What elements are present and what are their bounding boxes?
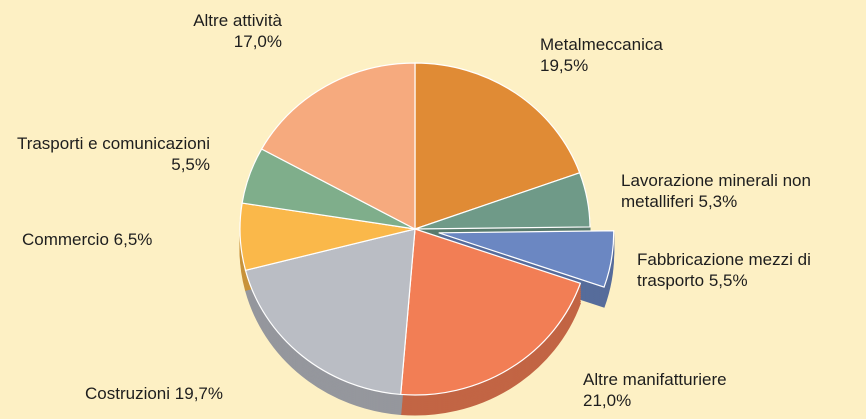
slice-label: Commercio 6,5% bbox=[22, 229, 242, 250]
category-label: Costruzioni bbox=[85, 384, 171, 403]
slice bbox=[414, 172, 591, 230]
slice-label: Metalmeccanica 19,5% bbox=[540, 34, 740, 76]
slice bbox=[260, 62, 416, 230]
category-label: Lavorazione minerali non metalliferi bbox=[621, 171, 811, 211]
category-label: Fabbricazione mezzi di trasporto bbox=[637, 250, 811, 290]
slice-label: Altre manifatturiere 21,0% bbox=[583, 369, 803, 411]
slice bbox=[414, 62, 581, 230]
value-label: 6,5% bbox=[113, 230, 153, 249]
value-label: 5,3% bbox=[698, 192, 738, 211]
slice bbox=[438, 230, 615, 288]
category-label: Metalmeccanica bbox=[540, 35, 663, 54]
slice bbox=[400, 228, 582, 396]
slice-label: Fabbricazione mezzi di trasporto 5,5% bbox=[637, 249, 866, 291]
value-label: 5,5% bbox=[171, 155, 210, 174]
value-label: 19,5% bbox=[540, 56, 589, 75]
category-label: Trasporti e comunicazioni bbox=[16, 134, 210, 153]
value-label: 19,7% bbox=[174, 384, 223, 403]
value-label: 17,0% bbox=[233, 32, 282, 51]
category-label: Commercio bbox=[22, 230, 109, 249]
value-label: 5,5% bbox=[708, 271, 748, 290]
slice-label: Costruzioni 19,7% bbox=[85, 383, 345, 404]
slice-label: Trasporti e comunicazioni 5,5% bbox=[0, 133, 210, 175]
category-label: Altre manifatturiere bbox=[583, 370, 727, 389]
category-label: Altre attività bbox=[193, 11, 282, 30]
slice-label: Altre attività 17,0% bbox=[82, 10, 282, 52]
value-label: 21,0% bbox=[583, 391, 632, 410]
slice bbox=[244, 228, 416, 396]
slice-label: Lavorazione minerali non metalliferi 5,3… bbox=[621, 170, 831, 212]
